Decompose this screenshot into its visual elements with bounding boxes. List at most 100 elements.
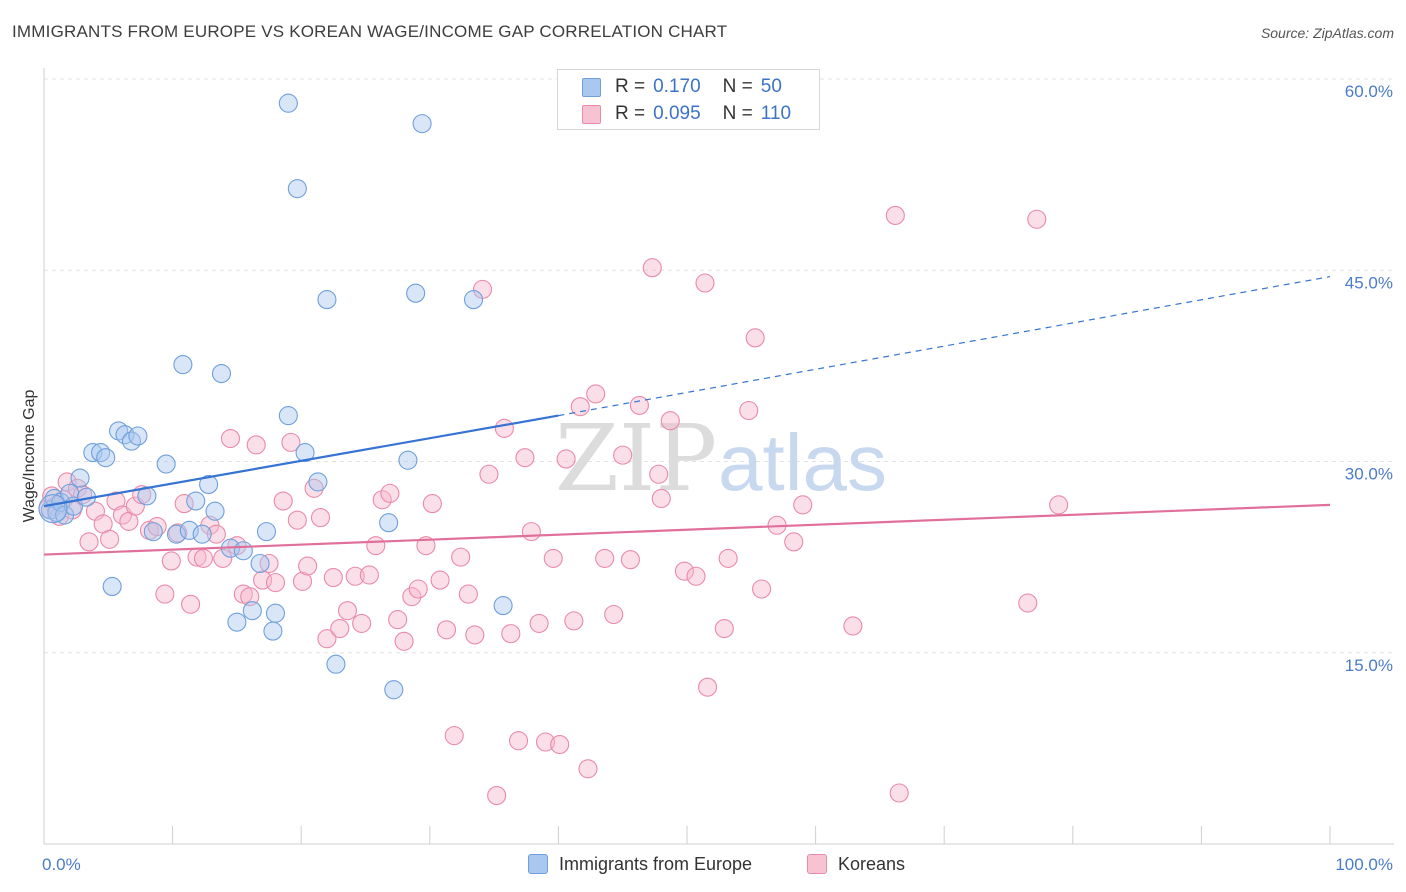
legend-row-immigrants: R = 0.170 N = 50 — [582, 75, 782, 99]
data-point — [246, 435, 266, 455]
data-point — [100, 529, 120, 549]
data-point — [121, 431, 141, 451]
data-point — [199, 474, 219, 495]
data-point — [295, 443, 315, 463]
data-point — [412, 114, 432, 134]
data-point — [317, 290, 337, 310]
legend-n-value: 50 — [760, 76, 782, 97]
bottom-legend-koreans: Koreans — [807, 852, 905, 876]
data-point — [337, 601, 358, 621]
data-point — [406, 283, 426, 303]
data-point — [281, 432, 301, 452]
data-point — [595, 548, 615, 568]
data-point — [179, 520, 199, 540]
legend-swatch-pink — [582, 104, 601, 124]
data-point — [384, 680, 404, 700]
axes — [43, 68, 1394, 845]
data-point — [143, 522, 163, 542]
data-point — [843, 616, 863, 636]
data-point — [310, 508, 331, 528]
bottom-legend-swatch-blue — [528, 854, 548, 874]
data-point — [416, 536, 436, 556]
data-point — [408, 579, 428, 599]
data-point — [372, 490, 392, 510]
legend-r-label: R = — [615, 76, 646, 97]
data-point — [649, 464, 669, 484]
data-point — [752, 579, 772, 599]
data-point — [642, 258, 662, 278]
legend-r-label: R = — [615, 103, 646, 124]
data-point — [174, 494, 194, 514]
data-point — [745, 328, 765, 348]
data-point — [487, 785, 507, 806]
data-point — [564, 611, 584, 631]
data-point — [398, 450, 418, 470]
data-point — [436, 620, 457, 640]
data-point — [57, 472, 77, 492]
data-point — [515, 448, 535, 468]
data-point — [211, 363, 232, 384]
data-point — [287, 179, 307, 199]
data-point — [206, 524, 226, 544]
data-point-cluster — [38, 494, 68, 524]
legend-r-value: 0.095 — [653, 103, 701, 124]
data-point — [698, 677, 718, 697]
data-point — [292, 571, 313, 591]
stats-legend: R = 0.170 N = 50 R = 0.095 N = 110 — [557, 69, 820, 130]
data-point — [326, 654, 346, 674]
data-point — [278, 406, 298, 426]
data-point — [96, 448, 116, 468]
data-point — [394, 631, 414, 651]
data-point — [422, 494, 442, 514]
data-point — [463, 290, 484, 310]
data-point — [885, 205, 905, 225]
data-point — [660, 411, 680, 431]
data-point — [550, 734, 570, 755]
data-point — [695, 273, 715, 293]
data-point — [265, 603, 286, 623]
data-point — [181, 594, 201, 614]
legend-n-value: 110 — [760, 103, 792, 124]
data-point — [1018, 593, 1038, 613]
y-tick-label: 30.0% — [1345, 465, 1393, 484]
watermark: ZIP atlas — [555, 405, 887, 512]
data-point — [323, 567, 343, 588]
data-point — [161, 551, 181, 571]
bottom-legend-immigrants: Immigrants from Europe — [528, 852, 752, 876]
data-point — [629, 395, 649, 415]
trend-lines — [43, 276, 1331, 556]
blue-trend-extension — [558, 276, 1331, 417]
data-point — [250, 553, 270, 574]
x-tick-marks — [172, 826, 1331, 844]
data-point — [366, 536, 386, 556]
data-point — [205, 501, 225, 521]
data-point — [501, 624, 521, 644]
data-point — [444, 726, 464, 746]
bottom-legend-label-koreans: Koreans — [838, 853, 906, 874]
chart-source: Source: ZipAtlas.com — [1260, 25, 1394, 41]
data-point — [106, 491, 126, 511]
data-point — [352, 613, 372, 633]
data-point — [192, 524, 212, 544]
data-point — [718, 548, 738, 568]
data-point — [147, 516, 167, 537]
data-point — [91, 443, 111, 463]
data-point — [308, 472, 328, 492]
data-point — [240, 587, 260, 607]
watermark-atlas: atlas — [718, 418, 887, 507]
data-point — [220, 428, 241, 449]
data-point — [620, 550, 640, 570]
data-point — [493, 596, 513, 616]
data-point — [379, 513, 399, 533]
data-point — [508, 731, 529, 751]
data-point — [233, 541, 253, 561]
bottom-legend-label-immigrants: Immigrants from Europe — [559, 853, 753, 874]
y-tick-label: 15.0% — [1345, 656, 1393, 675]
data-point — [586, 384, 606, 404]
data-point — [494, 418, 514, 438]
blue-trend-line — [43, 414, 559, 508]
data-point — [686, 566, 706, 586]
data-point — [263, 621, 283, 641]
data-point — [402, 587, 422, 607]
